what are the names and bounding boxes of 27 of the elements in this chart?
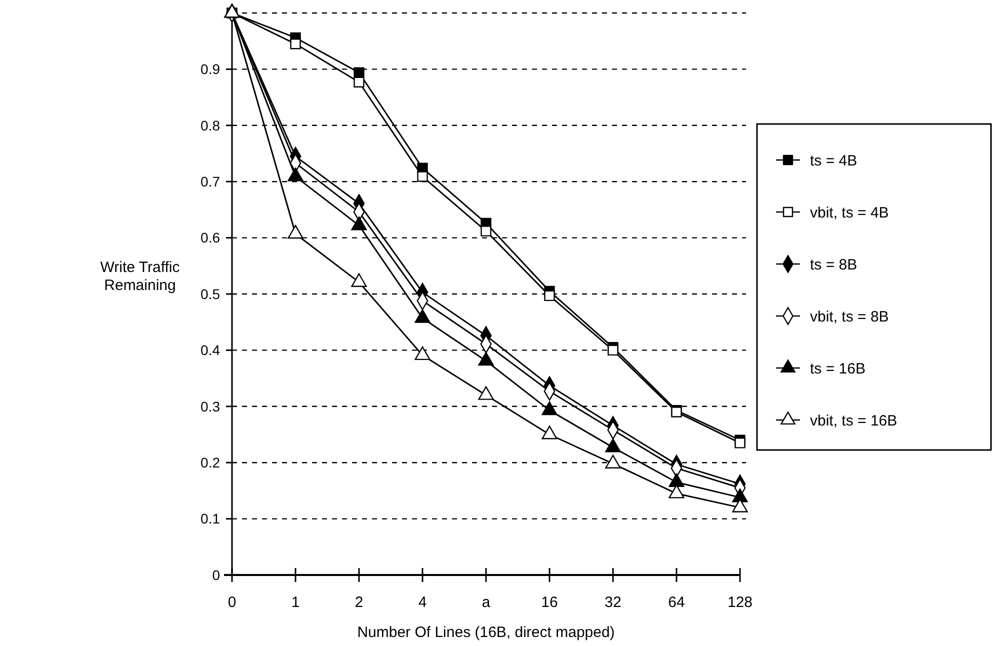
legend-label: vbit, ts = 16B: [810, 412, 898, 430]
y-tick-label: 0: [212, 566, 220, 583]
y-tick-label: 0.3: [200, 398, 220, 414]
y-tick-label: 0.4: [200, 342, 220, 358]
x-tick-label: 1: [291, 594, 300, 611]
legend-label: ts = 16B: [810, 360, 866, 378]
x-tick-label: 16: [541, 594, 558, 611]
y-tick-label: 0.1: [200, 510, 220, 527]
x-tick-label: 0: [228, 594, 236, 611]
legend-label: ts = 4B: [810, 152, 858, 170]
x-tick-label: 32: [604, 594, 622, 611]
x-tick-label: 64: [668, 594, 685, 611]
x-tick-label: 4: [418, 594, 427, 611]
y-tick-label: 0.8: [200, 117, 220, 134]
y-tick-label: 0.2: [200, 454, 220, 470]
y-tick-label: 0.5: [200, 286, 220, 302]
x-axis-title: Number Of Lines (16B, direct mapped): [357, 624, 615, 641]
legend-label: ts = 8B: [810, 256, 858, 274]
y-tick-label: 0.7: [200, 174, 220, 190]
legend-label: vbit, ts = 4B: [810, 204, 889, 222]
y-tick-label: 0.9: [200, 61, 220, 78]
y-tick-label: 0.6: [200, 230, 220, 246]
x-tick-label: a: [482, 594, 491, 611]
x-tick-label: 128: [727, 594, 753, 611]
legend-label: vbit, ts = 8B: [810, 308, 889, 326]
x-tick-label: 2: [354, 594, 364, 611]
y-axis-title: Write Traffic Remaining: [100, 259, 180, 294]
